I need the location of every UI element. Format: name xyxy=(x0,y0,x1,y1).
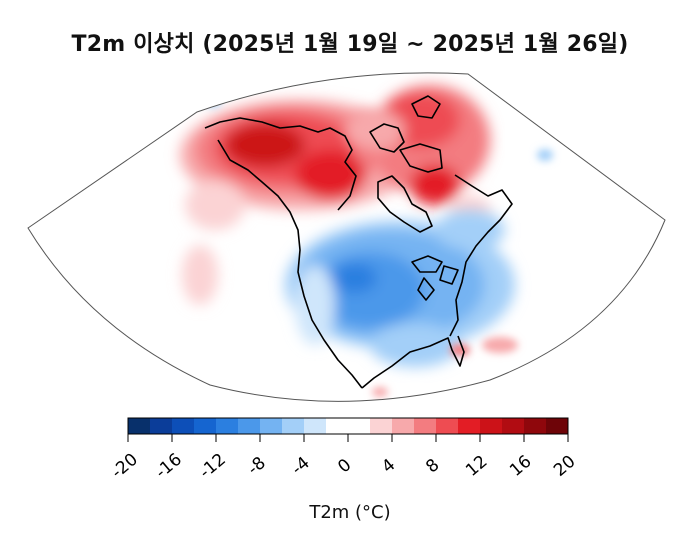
colorbar-cell xyxy=(282,418,305,434)
colorbar-tick-label: 4 xyxy=(378,455,399,477)
colorbar-cell xyxy=(436,418,459,434)
colorbar-cell xyxy=(326,418,349,434)
colorbar-cell xyxy=(370,418,393,434)
colorbar-tick-label: 20 xyxy=(550,452,579,481)
colorbar-cell xyxy=(150,418,173,434)
colorbar-tick-label: -20 xyxy=(108,450,142,483)
colorbar-cell xyxy=(238,418,261,434)
colorbar-label: T2m (°C) xyxy=(309,502,391,523)
colorbar-cell xyxy=(172,418,195,434)
colorbar-tick-label: 8 xyxy=(422,455,443,477)
colorbar-cell xyxy=(502,418,525,434)
colorbar-cell xyxy=(458,418,481,434)
colorbar-tick-label: 12 xyxy=(462,452,491,481)
colorbar-tick-label: 0 xyxy=(334,455,355,477)
colorbar-cell xyxy=(260,418,283,434)
colorbar-tick-label: -8 xyxy=(244,453,270,479)
map-domain-outline xyxy=(27,72,666,402)
colorbar-cell xyxy=(348,418,371,434)
colorbar-tick-label: -16 xyxy=(152,450,186,483)
colorbar-cell xyxy=(128,418,151,434)
colorbar-ticks: -20 -16 -12 -8 -4 0 4 8 12 16 20 xyxy=(108,434,580,483)
colorbar-tick-label: -12 xyxy=(196,450,230,483)
colorbar-cell xyxy=(216,418,239,434)
map-title: T2m 이상치 (2025년 1월 19일 ~ 2025년 1월 26일) xyxy=(71,32,629,57)
colorbar-cell xyxy=(304,418,327,434)
coastlines xyxy=(204,95,513,389)
colorbar-tick-label: -4 xyxy=(288,453,314,479)
colorbar-cell xyxy=(480,418,503,434)
colorbar-cell xyxy=(194,418,217,434)
colorbar-cell xyxy=(524,418,547,434)
colorbar-cell xyxy=(392,418,415,434)
colorbar-cell xyxy=(546,418,569,434)
colorbar-cell xyxy=(414,418,437,434)
colorbar-cells xyxy=(128,418,569,434)
colorbar-tick-label: 16 xyxy=(506,452,535,481)
